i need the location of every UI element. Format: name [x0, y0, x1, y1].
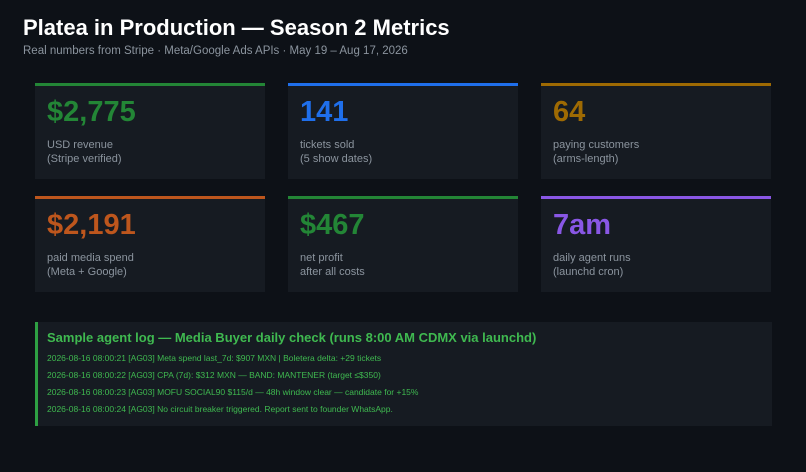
metric-card-media-spend: $2,191 paid media spend (Meta + Google): [35, 196, 265, 292]
metric-label: tickets sold (5 show dates): [300, 138, 506, 166]
page-title: Platea in Production — Season 2 Metrics: [23, 15, 450, 40]
metric-value: 64: [553, 96, 586, 128]
agent-log-panel: Sample agent log — Media Buyer daily che…: [35, 322, 772, 426]
metric-label-line1: USD revenue: [47, 139, 114, 151]
metric-label-line2: (Stripe verified): [47, 153, 122, 165]
log-line: 2026-08-16 08:00:21 [AG03] Meta spend la…: [47, 353, 382, 363]
metric-value: $467: [300, 209, 365, 241]
metric-label: USD revenue (Stripe verified): [47, 138, 253, 166]
metric-label-line1: paying customers: [553, 139, 640, 151]
metric-label-line1: net profit: [300, 252, 343, 264]
metric-value: $2,775: [47, 96, 136, 128]
metric-value: 7am: [553, 209, 612, 241]
metric-card-tickets: 141 tickets sold (5 show dates): [288, 83, 518, 179]
metric-label-line1: paid media spend: [47, 252, 134, 264]
metric-card-agent-runs: 7am daily agent runs (launchd cron): [541, 196, 771, 292]
metric-label: daily agent runs (launchd cron): [553, 251, 759, 279]
metric-label: net profit after all costs: [300, 251, 506, 279]
metric-value: 141: [300, 96, 349, 128]
log-line: 2026-08-16 08:00:24 [AG03] No circuit br…: [47, 404, 393, 414]
metric-label-line2: after all costs: [300, 266, 365, 278]
metric-label-line2: (5 show dates): [300, 153, 373, 165]
agent-log-lines: 2026-08-16 08:00:21 [AG03] Meta spend la…: [47, 350, 762, 418]
metric-card-customers: 64 paying customers (arms-length): [541, 83, 771, 179]
log-line: 2026-08-16 08:00:22 [AG03] CPA (7d): $31…: [47, 370, 381, 380]
metric-value: $2,191: [47, 209, 136, 241]
page-subtitle: Real numbers from Stripe · Meta/Google A…: [23, 45, 408, 57]
metrics-grid: $2,775 USD revenue (Stripe verified) 141…: [35, 83, 772, 292]
agent-log-title: Sample agent log — Media Buyer daily che…: [47, 330, 537, 345]
metric-label: paid media spend (Meta + Google): [47, 251, 253, 279]
metric-label-line2: (launchd cron): [553, 266, 624, 278]
metric-label-line2: (arms-length): [553, 153, 619, 165]
log-line: 2026-08-16 08:00:23 [AG03] MOFU SOCIAL90…: [47, 387, 419, 397]
metric-card-net-profit: $467 net profit after all costs: [288, 196, 518, 292]
metric-card-revenue: $2,775 USD revenue (Stripe verified): [35, 83, 265, 179]
metric-label-line1: daily agent runs: [553, 252, 631, 264]
metric-label-line2: (Meta + Google): [47, 266, 127, 278]
metric-label-line1: tickets sold: [300, 139, 355, 151]
metric-label: paying customers (arms-length): [553, 138, 759, 166]
